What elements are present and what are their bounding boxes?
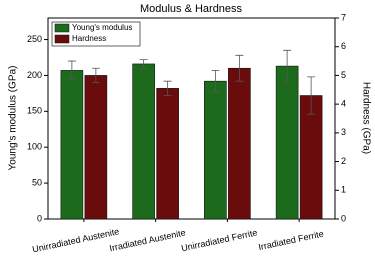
x-tick-label: Irradiated Austenite <box>109 227 187 253</box>
error-bar <box>91 67 100 84</box>
y2-tick-label: 5 <box>341 70 346 80</box>
bar <box>228 67 251 220</box>
x-tick-label: Unirradiated Ferrite <box>180 227 258 253</box>
y2-tick-label: 4 <box>341 99 346 109</box>
y-tick-label: 0 <box>37 213 42 223</box>
x-tick-label: Irradiated Ferrite <box>257 229 324 253</box>
error-bar <box>139 59 148 69</box>
bar <box>275 65 299 220</box>
error-bar <box>235 54 244 82</box>
plot-frame <box>47 17 336 220</box>
error-bar <box>307 76 316 115</box>
y-tick-label: 250 <box>27 34 42 44</box>
bar <box>132 63 155 220</box>
y2-tick-label: 0 <box>341 213 346 223</box>
error-bar <box>211 70 220 93</box>
y2-tick-label: 1 <box>341 185 346 195</box>
legend-swatch <box>54 23 70 33</box>
error-bar <box>163 80 172 96</box>
y2-tick-label: 3 <box>341 127 346 137</box>
chart-title: Modulus & Hardness <box>140 3 243 15</box>
legend-label: Hardness <box>72 34 106 43</box>
bar <box>84 75 108 220</box>
bar <box>204 80 227 220</box>
error-bar <box>283 49 292 83</box>
y2-tick-label: 6 <box>341 41 346 51</box>
bar <box>60 70 84 220</box>
y-axis-label: Young's modulus (GPa) <box>8 66 19 171</box>
y-tick-label: 100 <box>27 142 42 152</box>
y-tick-label: 200 <box>27 70 42 80</box>
y-tick-label: 150 <box>27 106 42 116</box>
legend-swatch <box>54 34 70 44</box>
y-tick-label: 50 <box>32 177 42 187</box>
y2-tick-label: 7 <box>341 12 346 22</box>
y2-tick-label: 2 <box>341 156 346 166</box>
legend-label: Young's modulus <box>72 23 132 32</box>
error-bar <box>67 60 76 81</box>
y2-axis-label: Hardness (GPa) <box>360 82 371 154</box>
x-tick-label: Unirradiated Austenite <box>31 226 120 254</box>
bar <box>156 88 179 220</box>
